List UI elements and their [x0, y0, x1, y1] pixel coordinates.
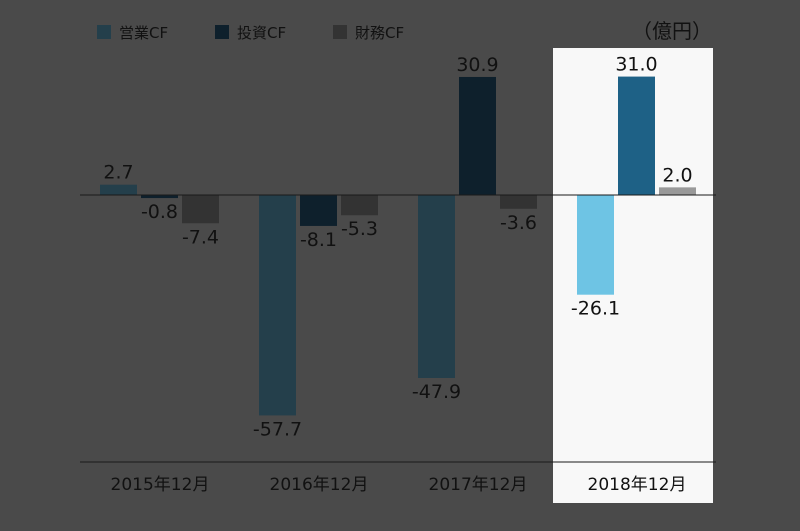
data-label-3-1: -7.4 — [182, 226, 219, 248]
bar-3-3 — [500, 195, 537, 209]
bar-1-2 — [259, 195, 296, 416]
data-label-3-2: -5.3 — [341, 218, 378, 240]
legend-label-2: 投資CF — [237, 24, 286, 42]
bar-2-1 — [141, 195, 178, 199]
data-label-1-3: -47.9 — [412, 381, 461, 403]
bar-2-4 — [618, 76, 655, 195]
bar-3-1 — [182, 195, 219, 224]
bar-1-3 — [418, 195, 455, 378]
data-label-1-1: 2.7 — [103, 162, 133, 184]
data-label-2-1: -0.8 — [141, 201, 178, 223]
x-tick-label-4: 2018年12月 — [588, 475, 687, 495]
legend-swatch-1 — [97, 25, 111, 39]
legend-label-1: 営業CF — [119, 24, 168, 42]
data-label-2-4: 31.0 — [615, 54, 657, 76]
data-label-2-3: 30.9 — [456, 54, 498, 76]
bar-2-3 — [459, 76, 496, 195]
data-label-2-2: -8.1 — [300, 229, 337, 251]
data-label-1-4: -26.1 — [571, 298, 620, 320]
legend-swatch-2 — [215, 25, 229, 39]
data-label-3-4: 2.0 — [662, 164, 692, 186]
bar-2-2 — [300, 195, 337, 226]
data-label-3-3: -3.6 — [500, 212, 537, 234]
legend-label-3: 財務CF — [355, 24, 404, 42]
unit-label: （億円） — [632, 19, 712, 43]
bar-3-4 — [659, 187, 696, 195]
x-tick-label-3: 2017年12月 — [429, 475, 528, 495]
bar-1-1 — [100, 184, 137, 195]
data-label-1-2: -57.7 — [253, 418, 302, 440]
bar-1-4 — [577, 195, 614, 295]
x-tick-label-2: 2016年12月 — [270, 475, 369, 495]
bar-3-2 — [341, 195, 378, 216]
x-tick-label-1: 2015年12月 — [111, 475, 210, 495]
legend-swatch-3 — [333, 25, 347, 39]
